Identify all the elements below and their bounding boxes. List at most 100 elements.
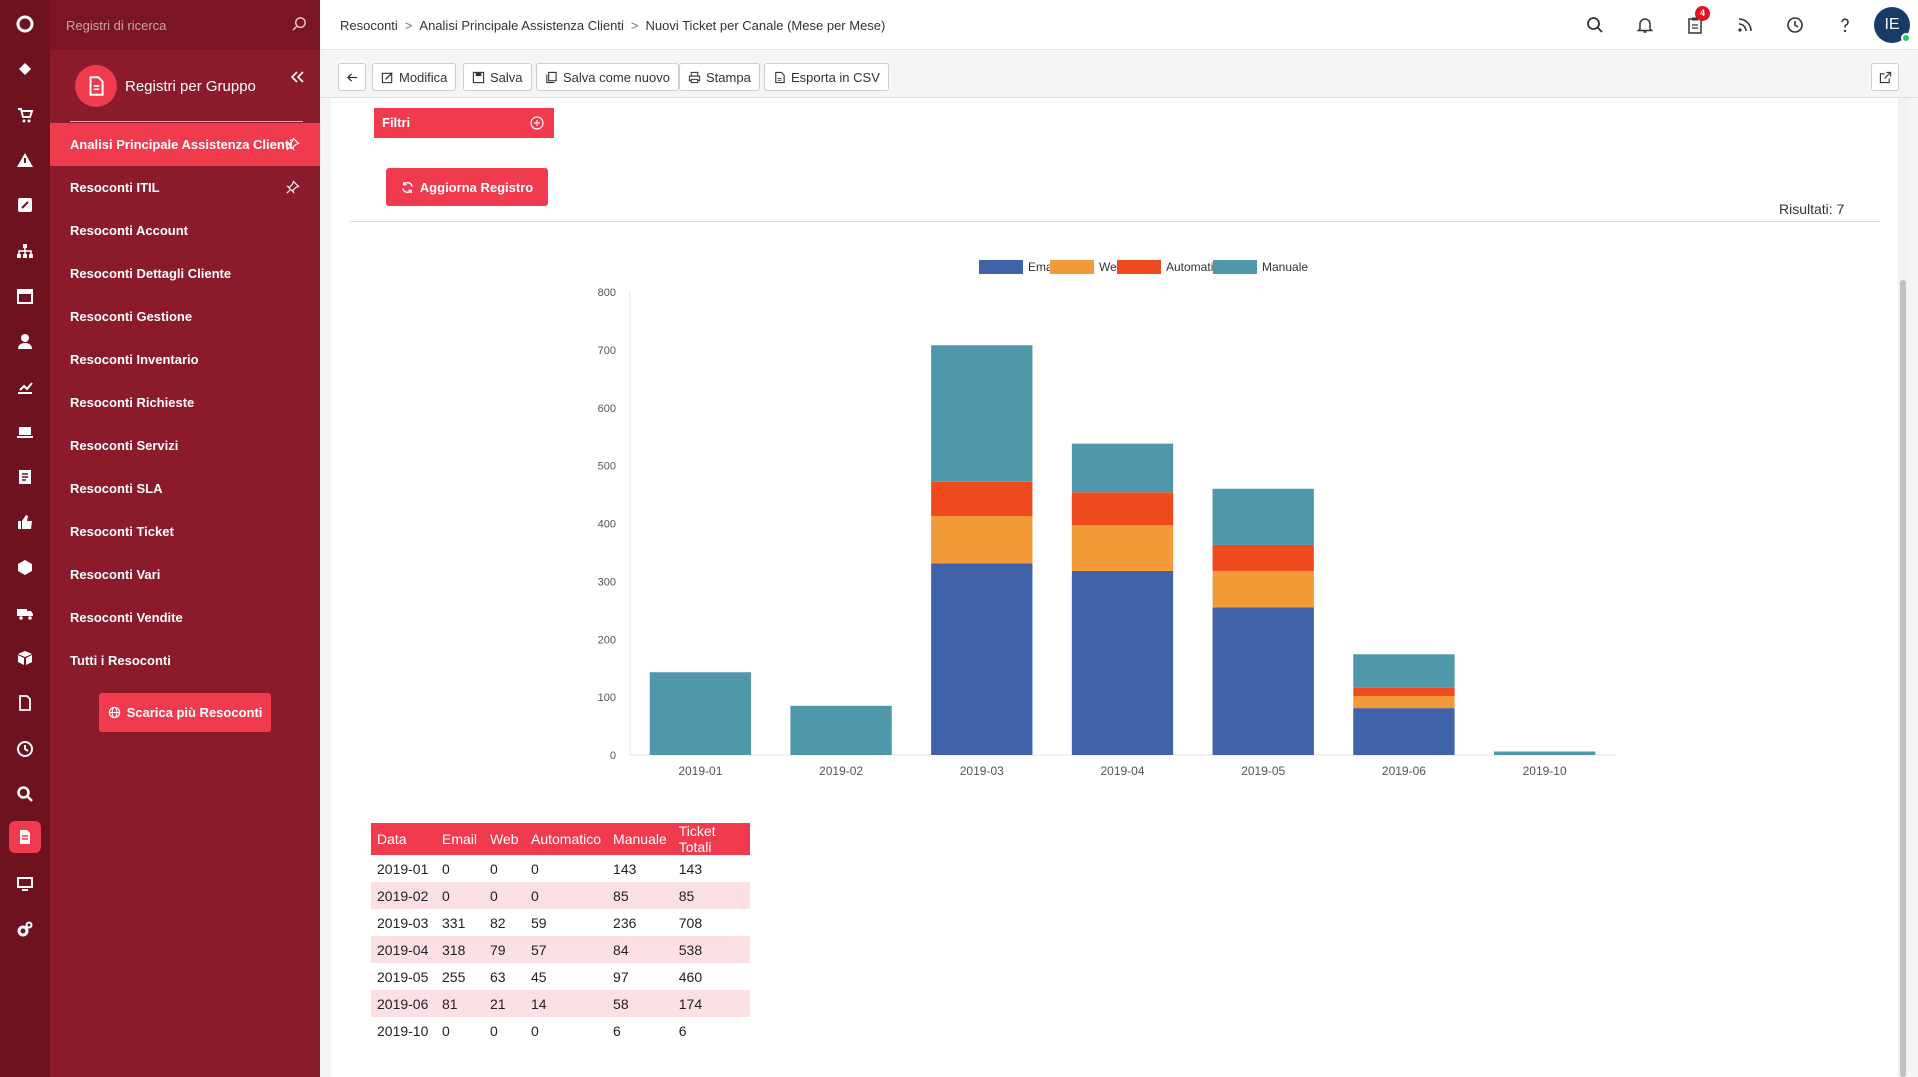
sidebar-item[interactable]: Resoconti Account	[50, 209, 320, 252]
print-button[interactable]: Stampa	[679, 63, 760, 91]
table-header-row: Data Email Web Automatico Manuale Ticket Tota…	[371, 823, 750, 855]
table-cell: 59	[531, 914, 547, 931]
table-cell: 0	[436, 882, 484, 909]
table-cell: 0	[531, 860, 539, 877]
sidebar-item[interactable]: Resoconti Gestione	[50, 295, 320, 338]
edit-icon[interactable]	[9, 189, 41, 221]
laptop-icon[interactable]	[9, 416, 41, 448]
gears-icon[interactable]	[9, 913, 41, 945]
history-icon[interactable]	[1784, 14, 1806, 36]
collapse-sidebar-icon[interactable]	[288, 68, 306, 86]
avatar[interactable]: IE	[1874, 7, 1911, 43]
table-cell: 331	[442, 914, 466, 931]
search-icon[interactable]	[1584, 14, 1606, 36]
sidebar-item[interactable]: Resoconti Dettagli Cliente	[50, 252, 320, 295]
ticket-icon[interactable]	[9, 53, 41, 85]
save-icon	[472, 71, 485, 83]
sidebar-item[interactable]: Resoconti ITIL	[50, 166, 320, 209]
cart-icon[interactable]	[9, 99, 41, 131]
clipboard-icon[interactable]: 4	[1684, 6, 1710, 36]
table-header-cell[interactable]: Web	[484, 823, 525, 855]
export-csv-button[interactable]: Esporta in CSV	[764, 63, 889, 91]
help-icon[interactable]	[1834, 14, 1856, 36]
monitor-icon[interactable]	[9, 868, 41, 900]
y-tick-label: 600	[598, 403, 616, 415]
filters-panel-toggle[interactable]: Filtri	[374, 108, 554, 138]
table-cell: 538	[672, 936, 750, 963]
sidebar-item[interactable]: Resoconti Ticket	[50, 510, 320, 553]
table-cell: 2019-02	[371, 882, 436, 909]
table-header-cell[interactable]: Manuale	[607, 823, 673, 855]
table-header-cell[interactable]: Data	[371, 823, 436, 855]
bar-segment-manuale	[1071, 443, 1174, 493]
legend-label: Manuale	[1262, 260, 1308, 274]
table-cell: 0	[484, 882, 525, 909]
user-icon[interactable]	[9, 325, 41, 357]
y-tick-label: 200	[598, 634, 616, 646]
table-cell: 2019-03	[377, 914, 429, 931]
thumbs-up-icon[interactable]	[9, 506, 41, 538]
notes-icon[interactable]	[9, 461, 41, 493]
table-cell: 0	[490, 1022, 498, 1039]
warning-icon[interactable]	[9, 144, 41, 176]
table-header-cell[interactable]: Ticket Totali	[672, 823, 750, 855]
breadcrumb-item[interactable]: Resoconti	[340, 18, 398, 33]
sidebar-search[interactable]: Registri di ricerca	[50, 0, 320, 50]
document-icon[interactable]	[9, 687, 41, 719]
y-tick-label: 400	[598, 519, 616, 531]
back-button[interactable]	[338, 63, 366, 91]
table-cell: 2019-05	[377, 968, 429, 985]
scrollbar-thumb[interactable]	[1900, 280, 1906, 1077]
reports-icon[interactable]	[9, 821, 41, 853]
rss-icon[interactable]	[1734, 14, 1756, 36]
bell-icon[interactable]	[1634, 14, 1656, 36]
logo-icon[interactable]	[9, 8, 41, 40]
edit-button[interactable]: Modifica	[372, 63, 457, 91]
topbar: Resoconti > Analisi Principale Assistenza …	[320, 0, 1918, 50]
y-tick-label: 300	[598, 576, 616, 588]
bar-segment-email	[1212, 607, 1314, 755]
sidebar-item[interactable]: Resoconti Richieste	[50, 381, 320, 424]
sidebar-item-label: Resoconti Ticket	[70, 524, 174, 539]
sidebar-item[interactable]: Resoconti Inventario	[50, 338, 320, 381]
x-tick-label: 2019-06	[1382, 764, 1426, 778]
sidebar-item[interactable]: Resoconti SLA	[50, 467, 320, 510]
download-more-reports-button[interactable]: Scarica più Resoconti	[99, 693, 271, 732]
sidebar-item[interactable]: Resoconti Vendite	[50, 596, 320, 639]
sitemap-icon[interactable]	[9, 235, 41, 267]
table-cell: 58	[607, 990, 673, 1017]
refresh-report-button[interactable]: Aggiorna Registro	[386, 168, 548, 206]
legend-swatch-email	[979, 260, 1023, 274]
save-button[interactable]: Salva	[463, 63, 532, 91]
sidebar-item-label: Resoconti Richieste	[70, 395, 195, 410]
sidebar-item[interactable]: Tutti i Resoconti	[50, 639, 320, 682]
sidebar-item[interactable]: Resoconti Vari	[50, 553, 320, 596]
table-header-cell[interactable]: Automatico	[525, 823, 608, 855]
pin-icon[interactable]	[285, 180, 300, 195]
pin-icon[interactable]	[285, 137, 300, 152]
table-cell: 6	[613, 1022, 621, 1039]
sidebar-search-input[interactable]: Registri di ricerca	[66, 18, 167, 33]
truck-icon[interactable]	[9, 597, 41, 629]
sidebar-item[interactable]: Resoconti Servizi	[50, 424, 320, 467]
clock-icon[interactable]	[9, 733, 41, 765]
search-icon[interactable]	[291, 16, 308, 33]
y-tick-label: 500	[598, 461, 616, 473]
open-external-button[interactable]	[1871, 63, 1899, 91]
cube-icon[interactable]	[9, 642, 41, 674]
y-tick-label: 700	[598, 345, 616, 357]
save-as-new-button[interactable]: Salva come nuovo	[536, 63, 679, 91]
table-cell: 236	[613, 914, 637, 931]
breadcrumb-item[interactable]: Analisi Principale Assistenza Clienti	[419, 18, 624, 33]
calendar-icon[interactable]	[9, 280, 41, 312]
chart-icon[interactable]	[9, 370, 41, 402]
box-icon[interactable]	[9, 551, 41, 583]
sidebar-item[interactable]: Analisi Principale Assistenza Clienti	[50, 123, 320, 166]
x-tick-label: 2019-03	[960, 764, 1004, 778]
breadcrumb-current: Nuovi Ticket per Canale (Mese per Mese)	[645, 18, 886, 33]
table-cell: 57	[525, 936, 608, 963]
table-header-cell[interactable]: Email	[436, 823, 484, 855]
search-icon[interactable]	[9, 778, 41, 810]
table-cell: 2019-10	[377, 1022, 429, 1039]
table-row: 2019-04 318 79 57 84 538	[371, 936, 750, 963]
